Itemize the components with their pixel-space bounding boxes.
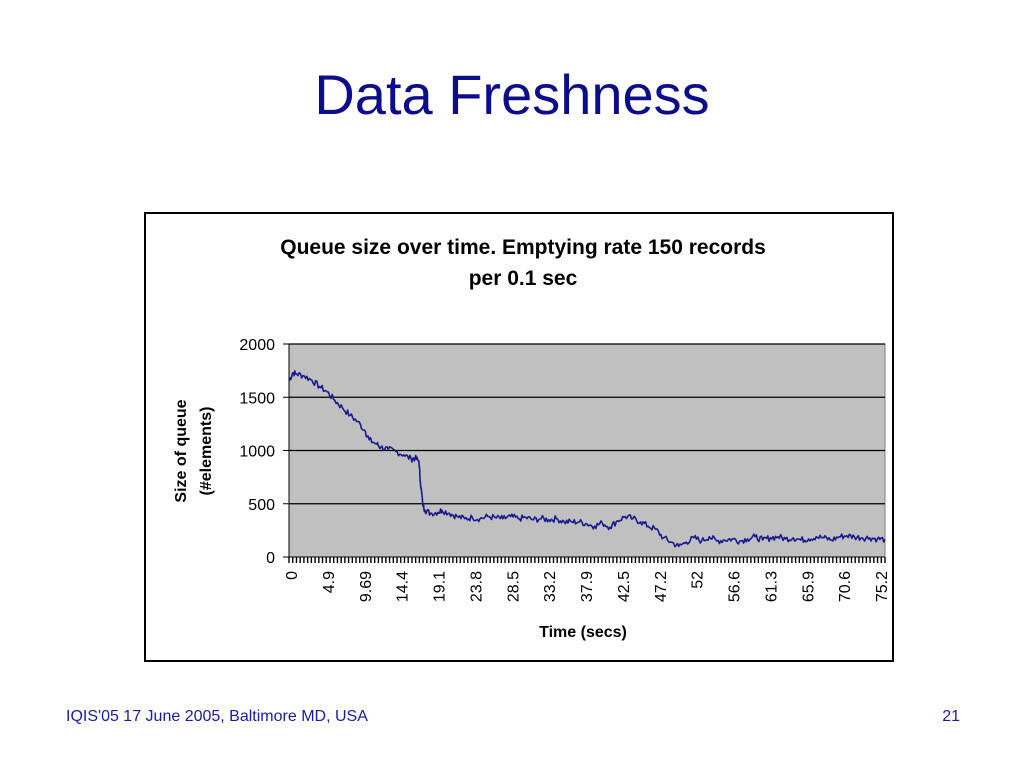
queue-size-chart: Queue size over time. Emptying rate 150 … (173, 236, 891, 641)
series-group (288, 370, 886, 548)
x-tick-label: 52 (690, 571, 707, 589)
y-axis: 0 500 1000 1500 2000 (239, 337, 290, 567)
x-tick-label: 56.6 (727, 571, 744, 602)
x-tick-label: 75.2 (874, 571, 891, 602)
x-tick-label: 28.5 (505, 571, 522, 602)
y-tick-label: 1000 (239, 444, 275, 461)
gridlines (289, 343, 885, 505)
y-tick-label: 1500 (239, 390, 275, 407)
chart-title-line: per 0.1 sec (469, 267, 578, 290)
y-tick-label: 2000 (239, 337, 275, 354)
y-tick-label: 0 (266, 550, 275, 567)
x-tick-label: 9.69 (358, 571, 375, 602)
x-tick-label: 0 (284, 571, 301, 580)
page-number: 21 (942, 708, 960, 725)
chart-title: Queue size over time. Emptying rate 150 … (280, 236, 766, 290)
y-tick-label: 500 (248, 497, 275, 514)
x-tick-label: 4.9 (321, 571, 338, 593)
chart-frame: Queue size over time. Emptying rate 150 … (144, 212, 894, 662)
x-tick-label: 42.5 (616, 571, 633, 602)
x-tick-label: 19.1 (432, 571, 449, 602)
x-tick-label: 70.6 (837, 571, 854, 602)
x-tick-label: 61.3 (763, 571, 780, 602)
x-tick-label: 23.8 (468, 571, 485, 602)
x-tick-label: 65.9 (800, 571, 817, 602)
x-tick-label: 14.4 (395, 571, 412, 602)
y-axis-label-line: (#elements) (198, 407, 215, 496)
series-line-0 (288, 370, 886, 548)
chart-title-line: Queue size over time. Emptying rate 150 … (280, 236, 766, 259)
x-tick-label: 47.2 (653, 571, 670, 602)
x-tick-label: 37.9 (579, 571, 596, 602)
x-tick-label: 33.2 (542, 571, 559, 602)
y-axis-label-line: Size of queue (173, 399, 190, 502)
footer-conference: IQIS'05 17 June 2005, Baltimore MD, USA (66, 708, 368, 725)
axis-labels: Time (secs) Size of queue (#elements) (173, 399, 627, 641)
x-axis-label: Time (secs) (539, 624, 627, 641)
x-axis: 0 4.9 9.69 14.4 19.1 23.8 28.5 33.2 37.9 42.5 47.2… (284, 556, 891, 602)
slide-title: Data Freshness (314, 63, 710, 126)
